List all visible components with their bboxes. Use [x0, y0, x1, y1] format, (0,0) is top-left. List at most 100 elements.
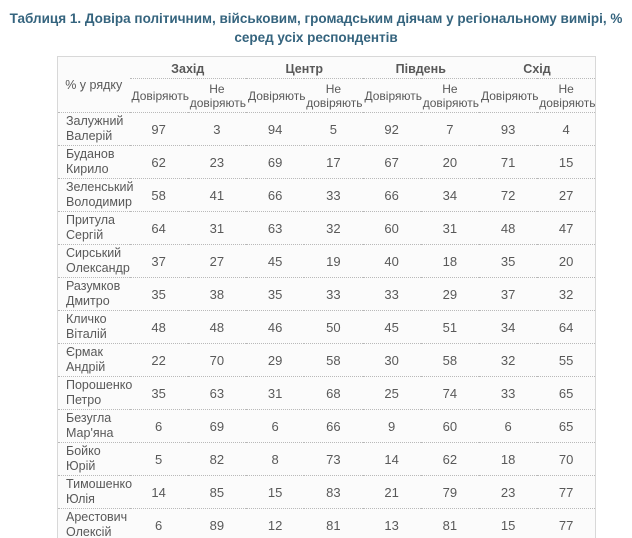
person-name: Порошенко Петро	[57, 376, 132, 410]
person-name: Залужний Валерій	[57, 112, 130, 146]
table-row: Кличко Віталій 48 48 46 50 45 51 34 64	[57, 310, 596, 344]
value-cell: 67	[362, 145, 421, 179]
value-cell: 12	[246, 508, 305, 538]
value-cell: 79	[420, 475, 479, 509]
person-name: Арестович Олексій	[57, 508, 130, 538]
value-cell: 35	[479, 244, 538, 278]
value-cell: 97	[129, 112, 188, 146]
value-cell: 66	[246, 178, 305, 212]
value-cell: 51	[420, 310, 479, 344]
table-row: Залужний Валерій 97 3 94 5 92 7 93 4	[57, 112, 596, 146]
value-cell: 6	[246, 409, 305, 443]
value-cell: 83	[304, 475, 363, 509]
person-name: Бойко Юрій	[57, 442, 130, 476]
value-cell: 35	[129, 376, 188, 410]
value-cell: 37	[479, 277, 538, 311]
value-cell: 85	[187, 475, 246, 509]
value-cell: 93	[479, 112, 538, 146]
value-cell: 6	[129, 409, 188, 443]
table-row: Зеленський Володимир 58 41 66 33 66 34 72 27	[57, 178, 596, 212]
table-row: Сирський Олександр 37 27 45 19 40 18 35 20	[57, 244, 596, 278]
value-cell: 33	[479, 376, 538, 410]
table-title: Таблиця 1. Довіра політичним, військовим…	[9, 11, 623, 45]
value-cell: 19	[304, 244, 363, 278]
value-cell: 33	[362, 277, 421, 311]
subheader-distrust: Не довіряють	[304, 78, 363, 113]
value-cell: 69	[246, 145, 305, 179]
value-cell: 6	[479, 409, 538, 443]
value-cell: 71	[479, 145, 538, 179]
subheader-distrust: Не довіряють	[187, 78, 246, 113]
table-row: Буданов Кирило 62 23 69 17 67 20 71 15	[57, 145, 596, 179]
value-cell: 58	[304, 343, 363, 377]
value-cell: 33	[304, 277, 363, 311]
value-cell: 48	[187, 310, 246, 344]
subheader-row: Довіряють Не довіряють Довіряють Не дові…	[58, 78, 596, 113]
table-row: Єрмак Андрій 22 70 29 58 30 58 32 55	[57, 343, 596, 377]
value-cell: 40	[362, 244, 421, 278]
value-cell: 9	[362, 409, 421, 443]
value-cell: 35	[129, 277, 188, 311]
value-cell: 31	[420, 211, 479, 245]
table-row: Бойко Юрій 5 82 8 73 14 62 18 70	[57, 442, 596, 476]
value-cell: 48	[479, 211, 538, 245]
value-cell: 94	[246, 112, 305, 146]
person-name: Єрмак Андрій	[57, 343, 130, 377]
value-cell: 8	[246, 442, 305, 476]
value-cell: 34	[420, 178, 479, 212]
value-cell: 31	[187, 211, 246, 245]
table-row: Арестович Олексій 6 89 12 81 13 81 15 77	[57, 508, 596, 538]
value-cell: 50	[304, 310, 363, 344]
value-cell: 4	[537, 112, 596, 146]
table-body: Залужний Валерій 97 3 94 5 9 2 7 93 4 Буданов Кири…	[57, 112, 596, 538]
value-cell: 38	[187, 277, 246, 311]
table-row: Безугла Мар'яна 6 69 6 66 9 60 6 65	[57, 409, 596, 443]
person-name: Кличко Віталій	[57, 310, 130, 344]
region-header-west: Захід	[129, 56, 246, 79]
value-cell: 65	[537, 376, 596, 410]
value-cell: 35	[246, 277, 305, 311]
person-name: Безугла Мар'яна	[57, 409, 130, 443]
value-cell: 5	[304, 112, 363, 146]
person-name: Тимошенко Юлія	[57, 475, 132, 509]
trust-table: % у рядку Захід Центр Південь Схід Довір…	[57, 56, 596, 538]
value-cell: 3	[187, 112, 246, 146]
value-cell: 55	[537, 343, 596, 377]
value-cell: 15	[246, 475, 305, 509]
value-cell: 13	[362, 508, 421, 538]
value-cell: 21	[362, 475, 421, 509]
value-cell: 32	[479, 343, 538, 377]
value-cell: 18	[420, 244, 479, 278]
value-cell: 63	[246, 211, 305, 245]
value-cell: 31	[246, 376, 305, 410]
value-cell: 20	[537, 244, 596, 278]
value-cell: 7	[420, 112, 479, 146]
value-cell: 27	[537, 178, 596, 212]
value-cell: 58	[129, 178, 188, 212]
value-cell: 32	[304, 211, 363, 245]
subheader-trust: Довіряють	[362, 78, 422, 113]
value-cell: 70	[537, 442, 596, 476]
value-cell: 15	[479, 508, 538, 538]
value-cell: 73	[304, 442, 363, 476]
value-cell: 70	[187, 343, 246, 377]
value-cell: 63	[187, 376, 246, 410]
value-cell: 22	[129, 343, 188, 377]
value-cell: 23	[479, 475, 538, 509]
value-cell: 41	[187, 178, 246, 212]
value-cell: 25	[362, 376, 421, 410]
value-cell: 45	[246, 244, 305, 278]
person-name: Зеленський Володимир	[57, 178, 133, 212]
value-cell: 68	[304, 376, 363, 410]
value-cell: 62	[420, 442, 479, 476]
value-cell: 47	[537, 211, 596, 245]
value-cell: 60	[420, 409, 479, 443]
value-cell: 14	[129, 475, 188, 509]
value-cell: 30	[362, 343, 421, 377]
value-cell: 29	[420, 277, 479, 311]
value-cell: 72	[479, 178, 538, 212]
value-cell: 81	[304, 508, 363, 538]
value-cell: 27	[187, 244, 246, 278]
region-header-center: Центр	[246, 56, 363, 79]
subheader-trust: Довіряють	[129, 78, 189, 113]
